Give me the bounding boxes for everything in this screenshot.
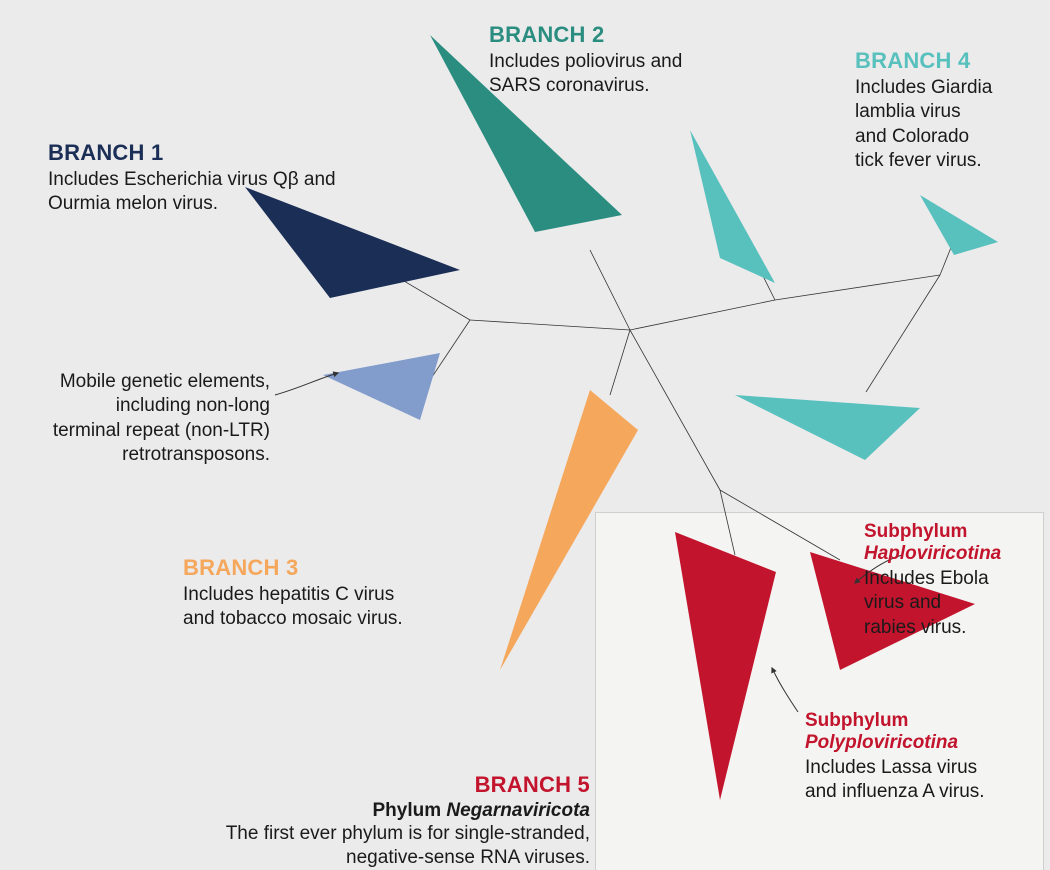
haplo-label: Subphylum Haploviricotina Includes Ebola… [864, 521, 1001, 640]
branch2-title: BRANCH 2 [489, 22, 682, 48]
branch4c-shape [735, 395, 920, 460]
haplo-desc-line1: Includes Ebola [864, 567, 1001, 591]
branch5-phylum: Phylum Negarnaviricota [150, 800, 590, 822]
branch4-label: BRANCH 4 Includes Giardia lamblia virus … [855, 48, 992, 173]
retro-arrow [275, 373, 338, 395]
retrotransposons-note: Mobile genetic elements, including non-l… [40, 370, 270, 467]
branch5-label: BRANCH 5 Phylum Negarnaviricota The firs… [150, 772, 590, 870]
polyplo-label: Subphylum Polyploviricotina Includes Las… [805, 710, 985, 805]
tree-edge [470, 320, 630, 330]
branch1-label: BRANCH 1 Includes Escherichia virus Qβ a… [48, 140, 336, 217]
branch2-desc-line1: Includes poliovirus and [489, 50, 682, 74]
haplo-desc-line2: virus and [864, 591, 1001, 615]
polyplo-name: Polyploviricotina [805, 732, 985, 754]
note-line3: terminal repeat (non-LTR) [40, 419, 270, 443]
polyplo-shape [675, 532, 776, 800]
branch2-desc-line2: SARS coronavirus. [489, 74, 682, 98]
branch3-desc-line1: Includes hepatitis C virus [183, 583, 403, 607]
haplo-name: Haploviricotina [864, 543, 1001, 565]
diagram-canvas: BRANCH 1 Includes Escherichia virus Qβ a… [0, 0, 1050, 870]
note-line1: Mobile genetic elements, [40, 370, 270, 394]
branch5-title: BRANCH 5 [150, 772, 590, 798]
polyplo-desc-line1: Includes Lassa virus [805, 756, 985, 780]
tree-edge [775, 275, 940, 300]
branch4-desc-line1: Includes Giardia [855, 76, 992, 100]
branch1-title: BRANCH 1 [48, 140, 336, 166]
note-line4: retrotransposons. [40, 443, 270, 467]
tree-edge [720, 490, 735, 555]
branch5-phylum-name: Negarnaviricota [446, 800, 590, 821]
tree-edge [590, 250, 630, 330]
branch1-desc-line1: Includes Escherichia virus Qβ and [48, 168, 336, 192]
branch1-desc-line2: Ourmia melon virus. [48, 192, 336, 216]
branch3-label: BRANCH 3 Includes hepatitis C virus and … [183, 555, 403, 632]
branch5-desc-line2: negative-sense RNA viruses. [150, 846, 590, 870]
branch4-desc-line3: and Colorado [855, 125, 992, 149]
retro-shape [323, 353, 440, 420]
tree-edge [720, 490, 840, 560]
branch4-title: BRANCH 4 [855, 48, 992, 74]
branch5-title-text: BRANCH 5 [475, 772, 590, 797]
tree-edge [630, 300, 775, 330]
branch4-desc-line2: lamblia virus [855, 100, 992, 124]
polyplo-arrow [772, 668, 798, 712]
branch3-desc-line2: and tobacco mosaic virus. [183, 607, 403, 631]
polyplo-desc-line2: and influenza A virus. [805, 780, 985, 804]
branch4b-shape [920, 195, 998, 255]
haplo-desc-line3: rabies virus. [864, 616, 1001, 640]
polyplo-prefix: Subphylum [805, 710, 985, 732]
branch4a-shape [690, 130, 775, 283]
branch3-title: BRANCH 3 [183, 555, 403, 581]
branch5-desc-line1: The first ever phylum is for single-stra… [150, 822, 590, 846]
tree-edge [630, 330, 720, 490]
branch4-desc-line4: tick fever virus. [855, 149, 992, 173]
branch3-shape [500, 390, 638, 670]
note-line2: including non-long [40, 394, 270, 418]
haplo-prefix: Subphylum [864, 521, 1001, 543]
tree-edge [610, 330, 630, 395]
tree-edge [866, 275, 940, 392]
branch5-phylum-prefix: Phylum [372, 800, 446, 821]
branch2-label: BRANCH 2 Includes poliovirus and SARS co… [489, 22, 682, 99]
